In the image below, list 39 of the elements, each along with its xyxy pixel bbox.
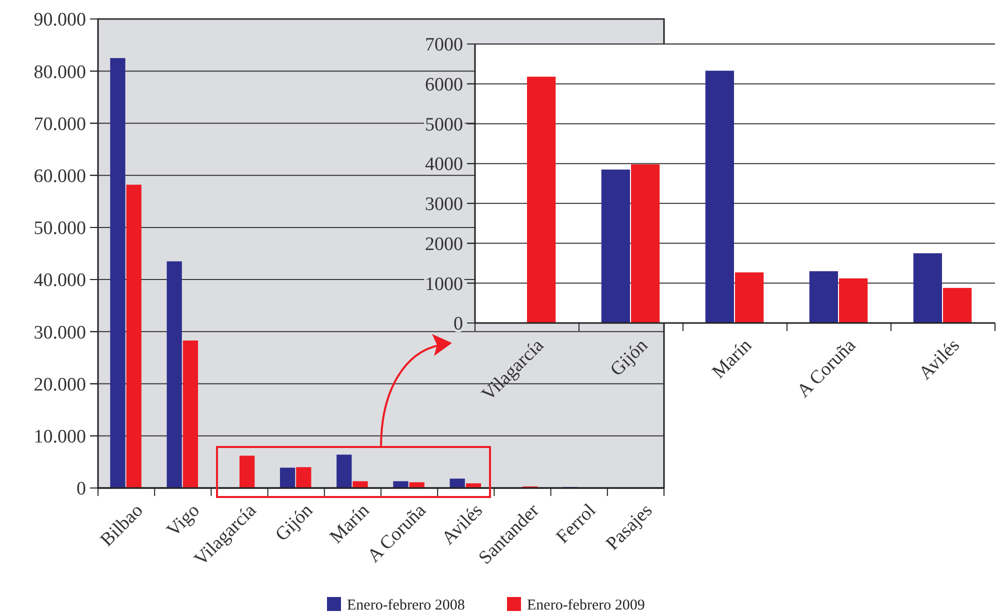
y-tick-label: 2000 <box>425 234 463 255</box>
legend-label: Enero-febrero 2009 <box>527 597 645 613</box>
bar <box>336 454 352 488</box>
bar <box>296 467 312 488</box>
bar <box>527 76 556 323</box>
bar <box>913 253 942 323</box>
y-tick-label: 50.000 <box>34 218 86 240</box>
bar <box>393 481 408 488</box>
bar <box>110 58 126 488</box>
bar <box>735 272 764 323</box>
bar <box>280 468 296 488</box>
bar <box>809 271 838 323</box>
y-tick-label: 4000 <box>425 154 463 176</box>
bar <box>601 170 630 323</box>
y-tick-label: 90.000 <box>34 10 86 31</box>
y-tick-label: 10.000 <box>34 426 86 448</box>
y-tick-label: 0 <box>454 314 463 335</box>
y-tick-label: 0 <box>76 478 86 500</box>
bar <box>943 288 972 323</box>
bar <box>240 456 255 488</box>
y-tick-label: 6000 <box>425 74 463 96</box>
bar <box>352 481 368 488</box>
y-tick-label: 70.000 <box>34 114 86 135</box>
y-tick-label: 30.000 <box>34 322 86 344</box>
bar <box>182 340 198 488</box>
y-tick-label: 20.000 <box>34 374 86 396</box>
bar <box>166 261 182 488</box>
bar <box>705 70 734 323</box>
y-tick-label: 1000 <box>425 274 463 295</box>
legend-label: Enero-febrero 2008 <box>347 597 465 613</box>
y-tick-label: 40.000 <box>34 270 86 292</box>
y-tick-label: 7000 <box>425 34 463 56</box>
bar <box>631 164 660 323</box>
y-tick-label: 3000 <box>425 194 463 216</box>
bar <box>450 478 465 488</box>
bar <box>126 184 142 488</box>
y-tick-label: 60.000 <box>34 166 86 187</box>
bar <box>839 278 868 323</box>
y-tick-label: 80.000 <box>34 62 86 83</box>
